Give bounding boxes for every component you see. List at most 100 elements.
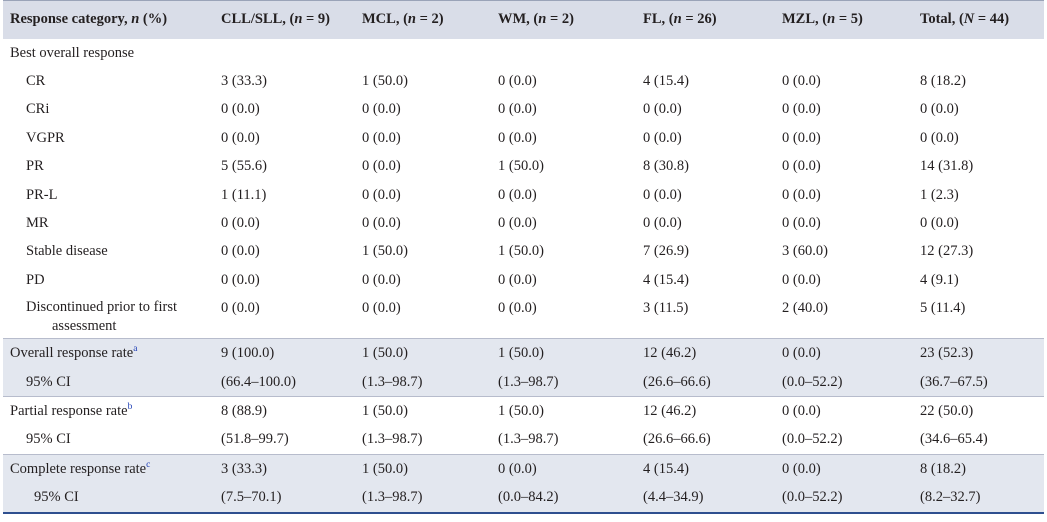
cell: 0 (0.0)	[498, 101, 537, 118]
header-fl: FL, (n = 26)	[643, 11, 717, 28]
cell: 0 (0.0)	[920, 214, 959, 231]
cell: 1 (11.1)	[221, 186, 267, 203]
cell: 0 (0.0)	[782, 158, 821, 175]
cell: (1.3–98.7)	[491, 367, 636, 397]
header-wm: WM, (n = 2)	[498, 11, 574, 28]
cell: 0 (0.0)	[362, 101, 401, 118]
cell: 23 (52.3)	[913, 338, 1044, 368]
header-mzl: MZL, (n = 5)	[782, 11, 863, 28]
cell: 1 (50.0)	[355, 453, 491, 484]
cell: 1 (50.0)	[362, 72, 408, 89]
cell: (8.2–32.7)	[913, 483, 1044, 514]
cell: 8 (18.2)	[920, 72, 966, 89]
row-label: Stable disease	[26, 243, 108, 260]
cell: 0 (0.0)	[782, 101, 821, 118]
cell: 7 (26.9)	[643, 243, 689, 260]
header-total: Total, (N = 44)	[920, 11, 1010, 28]
cell: 4 (15.4)	[643, 72, 689, 89]
cell: 0 (0.0)	[782, 186, 821, 203]
cell: 0 (0.0)	[498, 186, 537, 203]
row-label: VGPR	[26, 129, 65, 146]
table-row-mr: MR 0 (0.0) 0 (0.0) 0 (0.0) 0 (0.0) 0 (0.…	[3, 209, 1044, 237]
footnote-mark: a	[133, 344, 138, 355]
cell: 4 (15.4)	[643, 271, 689, 288]
cell: 0 (0.0)	[643, 129, 682, 146]
cell: 0 (0.0)	[775, 338, 913, 368]
cell: 0 (0.0)	[498, 271, 537, 288]
row-label: PD	[26, 271, 45, 288]
cell: 1 (50.0)	[362, 243, 408, 260]
row-label: CRi	[26, 101, 50, 118]
header-cll-sll: CLL/SLL, (n = 9)	[221, 11, 331, 28]
cell: (1.3–98.7)	[355, 367, 491, 397]
cell: 12 (46.2)	[636, 395, 775, 426]
section-label: Best overall response	[10, 44, 135, 61]
cell: (51.8–99.7)	[221, 431, 289, 448]
table-row-cri: CRi 0 (0.0) 0 (0.0) 0 (0.0) 0 (0.0) 0 (0…	[3, 95, 1044, 123]
cell: 22 (50.0)	[913, 395, 1044, 426]
header-row: Response category, n (%) CLL/SLL, (n = 9…	[3, 0, 1044, 39]
cell: 0 (0.0)	[362, 129, 401, 146]
cell: 0 (0.0)	[498, 129, 537, 146]
row-label: PR	[26, 158, 44, 175]
cell: 8 (18.2)	[913, 453, 1044, 484]
cell: 5 (11.4)	[920, 300, 966, 317]
cell: 0 (0.0)	[221, 271, 260, 288]
cell: (0.0–52.2)	[775, 367, 913, 397]
cell: (26.6–66.6)	[636, 367, 775, 397]
header-response-category: Response category, n (%)	[10, 11, 168, 28]
row-label: 95% CI	[3, 367, 214, 397]
table-row-prr-ci: 95% CI (51.8–99.7) (1.3–98.7) (1.3–98.7)…	[3, 425, 1044, 454]
footnote-mark: c	[146, 459, 151, 470]
cell: 0 (0.0)	[498, 300, 537, 317]
table-row-orr-ci: 95% CI (66.4–100.0) (1.3–98.7) (1.3–98.7…	[3, 367, 1044, 397]
cell: 1 (50.0)	[491, 338, 636, 368]
cell: 0 (0.0)	[782, 129, 821, 146]
cell: (0.0–84.2)	[491, 483, 636, 514]
cell: 0 (0.0)	[920, 129, 959, 146]
cell: 12 (27.3)	[920, 243, 974, 260]
row-label: Discontinued prior to first assessment	[26, 299, 178, 335]
cell: 0 (0.0)	[643, 186, 682, 203]
cell: 3 (33.3)	[221, 72, 267, 89]
cell: (7.5–70.1)	[214, 483, 355, 514]
table-row-crr-ci: 95% CI (7.5–70.1) (1.3–98.7) (0.0–84.2) …	[3, 483, 1044, 514]
table-row-pd: PD 0 (0.0) 0 (0.0) 0 (0.0) 4 (15.4) 0 (0…	[3, 266, 1044, 294]
cell: (1.3–98.7)	[362, 431, 423, 448]
cell: 3 (33.3)	[214, 453, 355, 484]
cell: 0 (0.0)	[221, 101, 260, 118]
cell: 1 (50.0)	[498, 243, 544, 260]
cell: 2 (40.0)	[782, 300, 828, 317]
cell: 0 (0.0)	[362, 271, 401, 288]
table-row-stable-disease: Stable disease 0 (0.0) 1 (50.0) 1 (50.0)…	[3, 237, 1044, 265]
row-label: MR	[26, 214, 49, 231]
cell: 0 (0.0)	[221, 129, 260, 146]
table-row-complete-response-rate: Complete response ratec 3 (33.3) 1 (50.0…	[3, 453, 1044, 484]
cell: 4 (9.1)	[920, 271, 959, 288]
row-label: CR	[26, 72, 46, 89]
cell: 0 (0.0)	[782, 214, 821, 231]
table-row-discontinued: Discontinued prior to first assessment 0 …	[3, 294, 1044, 339]
response-table: Response category, n (%) CLL/SLL, (n = 9…	[3, 0, 1044, 514]
cell: 0 (0.0)	[362, 186, 401, 203]
cell: 8 (88.9)	[214, 395, 355, 426]
cell: 0 (0.0)	[643, 101, 682, 118]
footnote-mark: b	[127, 402, 133, 413]
header-mcl: MCL, (n = 2)	[362, 11, 444, 28]
cell: 0 (0.0)	[643, 214, 682, 231]
table-row-cr: CR 3 (33.3) 1 (50.0) 0 (0.0) 4 (15.4) 0 …	[3, 67, 1044, 95]
cell: (0.0–52.2)	[775, 483, 913, 514]
cell: 0 (0.0)	[221, 214, 260, 231]
cell: 0 (0.0)	[775, 453, 913, 484]
cell: (0.0–52.2)	[782, 431, 843, 448]
cell: 3 (11.5)	[643, 300, 689, 317]
cell: 3 (60.0)	[782, 243, 828, 260]
row-label: 95% CI	[3, 483, 214, 514]
cell: 0 (0.0)	[362, 214, 401, 231]
cell: 12 (46.2)	[636, 338, 775, 368]
cell: 5 (55.6)	[221, 158, 267, 175]
cell: 4 (15.4)	[636, 453, 775, 484]
cell: 1 (50.0)	[355, 338, 491, 368]
cell: 0 (0.0)	[775, 395, 913, 426]
cell: (4.4–34.9)	[636, 483, 775, 514]
